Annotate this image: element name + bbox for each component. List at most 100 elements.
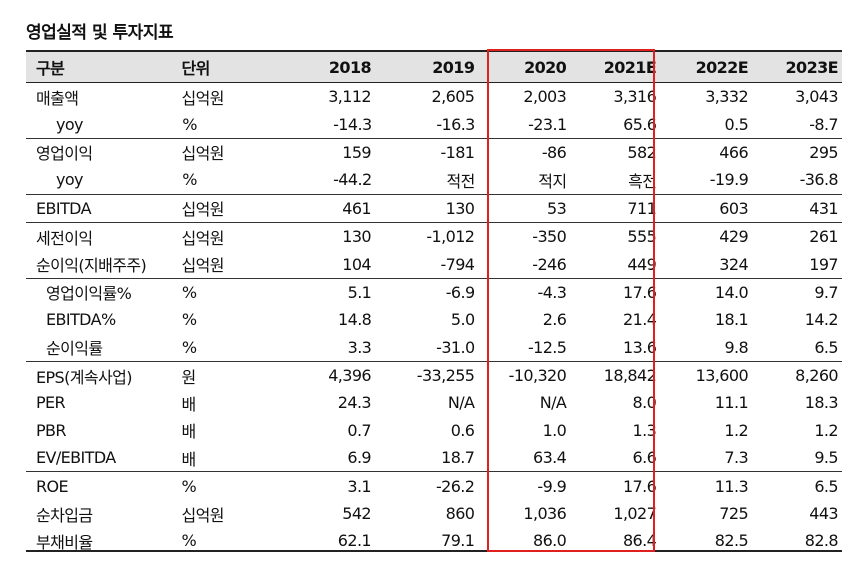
table-header-row: 구분 단위 2018 2019 2020 2021E 2022E 2023E [26,50,842,83]
row-value: -350 [532,227,567,247]
row-unit: % [182,114,197,134]
row-label: yoy [56,170,84,190]
row-unit: % [181,531,197,551]
row-value: -181 [440,142,475,162]
row-unit: 십억원 [181,200,225,220]
row-value: 18,842 [603,366,657,386]
row-value: 261 [809,227,838,247]
row-value: 18.7 [441,448,475,468]
row-value: 9.8 [724,337,749,357]
row-value: 8.0 [632,393,657,413]
row-value: 860 [445,504,475,524]
header-2023e: 2023E [785,57,839,77]
row-value: 603 [719,198,749,218]
row-value: 0.7 [347,420,372,440]
row-unit: % [181,282,197,302]
row-value: -86 [541,142,567,162]
row-value: 104 [342,254,372,274]
row-value: -8.7 [809,114,839,134]
table-bottom-border [26,550,842,552]
row-value: 13.6 [623,337,657,357]
table-title: 영업실적 및 투자지표 [26,23,174,43]
row-value: -19.9 [709,170,749,190]
row-label: EBITDA [36,198,92,218]
row-unit: 십억원 [181,256,225,276]
row-value: 14.8 [338,310,372,330]
table-row: yoy% -14.3 -16.3 -23.1 65.6 0.5 -8.7 [26,110,842,137]
row-label: PBR [36,420,67,440]
row-value: 3,316 [613,87,657,107]
row-value: 555 [627,227,657,247]
row-value: 11.3 [714,476,749,496]
row-value: 429 [719,227,749,247]
row-value: -246 [532,254,567,274]
row-label: 영업이익률% [46,284,132,304]
row-value: 53 [547,198,567,218]
row-value: 542 [342,504,372,524]
row-value: 7.3 [724,448,749,468]
row-label: 세전이익 [36,228,93,248]
row-label: 부채비율 [36,532,93,552]
row-value: 1,036 [523,504,567,524]
row-value: 443 [809,504,838,524]
table-row: yoy% -44.2 적전 적지 흑전 -19.9 -36.8 [26,166,842,193]
row-value: 2.6 [542,310,567,330]
table-row: PBR 배 0.7 0.6 1.0 1.3 1.2 1.2 [26,417,842,444]
row-value: 725 [719,504,749,524]
row-value: 0.6 [450,420,475,440]
table-row: 세전이익 십억원 130 -1,012 -350 555 429 261 [26,221,842,250]
row-value: -31.0 [436,337,475,357]
row-value: 295 [809,142,838,162]
row-value: 62.1 [337,531,372,551]
row-unit: 원 [181,367,197,387]
row-label: 순차입금 [36,505,93,525]
row-unit: 배 [181,422,197,442]
header-2018: 2018 [328,57,372,77]
row-value: 431 [809,198,838,218]
row-value: 17.6 [623,282,657,302]
header-2022e: 2022E [695,57,749,77]
table-row: 매출액 십억원 3,112 2,605 2,003 3,316 3,332 3,043 [26,83,842,110]
row-value: 14.2 [804,310,839,330]
row-value: -23.1 [528,114,567,134]
row-value: 0.5 [724,114,749,134]
row-value: -10,320 [508,366,567,386]
row-value: 711 [627,198,657,218]
row-unit: 배 [181,394,197,414]
row-value: 18.1 [714,310,749,330]
table-row: 순차입금 십억원 542 860 1,036 1,027 725 443 [26,500,842,527]
row-value: 1.0 [542,420,567,440]
row-value: 적지 [538,171,567,191]
row-value: -16.3 [436,114,475,134]
row-value: -1,012 [426,227,475,247]
row-value: 324 [719,254,749,274]
row-value: 6.6 [632,448,657,468]
row-unit: % [181,337,197,357]
row-value: 82.8 [804,531,839,551]
row-value: 79.1 [441,531,475,551]
row-value: -9.9 [537,476,567,496]
row-value: 1.3 [632,420,657,440]
table-row: PER 배 24.3 N/A N/A 8.0 11.1 18.3 [26,389,842,416]
row-label: ROE [36,476,69,496]
row-unit: % [181,310,197,330]
row-value: 18.3 [804,393,839,413]
row-label: 영업이익 [36,144,93,164]
table-row: EBITDA 십억원 461 130 53 711 603 431 [26,193,842,222]
row-value: 3,043 [795,87,838,107]
row-value: 8,260 [795,366,838,386]
row-value: 1,027 [613,504,657,524]
row-value: 3.3 [347,337,372,357]
row-value: 3,332 [705,87,749,107]
row-value: 1.2 [814,420,838,440]
row-value: 582 [627,142,657,162]
row-label: PER [36,393,66,413]
row-value: -794 [440,254,475,274]
header-2020: 2020 [524,57,567,77]
row-value: 흑전 [628,171,657,191]
table-row: EV/EBITDA 배 6.9 18.7 63.4 6.6 7.3 9.5 [26,444,842,471]
row-value: 5.0 [450,310,475,330]
row-value: 적전 [446,171,476,191]
row-unit: 십억원 [181,88,225,108]
row-value: -4.3 [537,282,567,302]
